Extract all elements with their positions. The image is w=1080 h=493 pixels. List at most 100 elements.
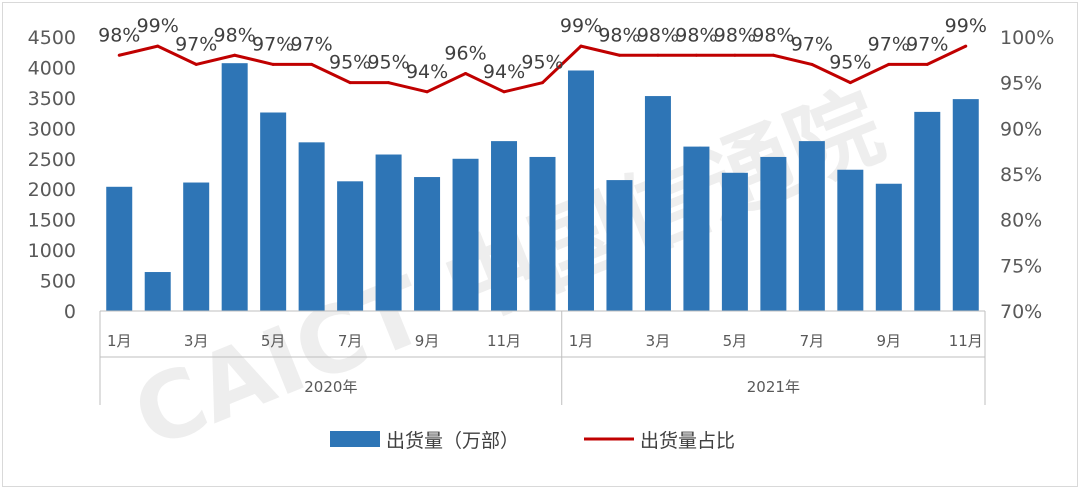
y-right-tick-label: 80%: [1000, 210, 1042, 232]
bar-14: [606, 180, 633, 311]
x-axis: 1月 3月 5月 7月 9月 11月 1月 3月 5月 7月 9月 11月 2020年 2021年: [99, 310, 986, 405]
x-tick-label: 1月: [107, 332, 132, 350]
share-data-label-8: 95%: [367, 52, 409, 74]
share-data-label-9: 94%: [406, 61, 448, 83]
group-label: 2020年: [304, 378, 357, 396]
share-data-label-11: 94%: [483, 61, 525, 83]
bar-4: [221, 63, 248, 311]
y-left-tick-label: 3000: [28, 118, 76, 140]
share-data-label-16: 98%: [675, 24, 717, 46]
bar-17: [721, 172, 748, 311]
y-left-tick-label: 4000: [28, 57, 76, 79]
share-data-label-22: 97%: [906, 33, 948, 55]
bar-series: [106, 63, 979, 312]
share-point-23: [964, 44, 968, 48]
group-label: 2021年: [747, 378, 800, 396]
bar-23: [952, 99, 979, 312]
y-left-tick-label: 500: [40, 271, 76, 293]
bar-22: [914, 111, 941, 311]
y-right-tick-label: 85%: [1000, 164, 1042, 186]
share-data-label-6: 97%: [291, 33, 333, 55]
bar-10: [452, 158, 479, 311]
share-point-10: [464, 72, 468, 76]
y-axis-left: 0 500 1000 1500 2000 2500 3000 3500 4000 4500: [28, 27, 76, 323]
share-point-18: [771, 53, 775, 57]
y-right-tick-label: 95%: [1000, 73, 1042, 95]
share-data-label-3: 97%: [175, 33, 217, 55]
bar-20: [837, 169, 864, 311]
bar-12: [529, 156, 556, 311]
y-right-tick-label: 70%: [1000, 301, 1042, 323]
share-point-7: [348, 81, 352, 85]
share-point-21: [887, 62, 891, 66]
bar-21: [875, 183, 902, 311]
line-series: 98%99%97%98%97%97%95%95%94%96%94%95%99%9…: [98, 15, 987, 94]
x-tick-label: 1月: [569, 332, 594, 350]
x-tick-label: 11月: [487, 332, 521, 350]
y-right-tick-label: 100%: [1000, 27, 1054, 49]
legend-bar-label: 出货量（万部）: [386, 430, 519, 452]
x-tick-label: 3月: [184, 332, 209, 350]
share-point-17: [733, 53, 737, 57]
legend-bar-swatch: [330, 431, 380, 447]
share-point-13: [579, 44, 583, 48]
share-point-9: [425, 90, 429, 94]
share-point-6: [310, 62, 314, 66]
bar-9: [414, 177, 441, 311]
bar-5: [260, 112, 287, 311]
share-point-5: [271, 62, 275, 66]
y-left-tick-label: 4500: [28, 27, 76, 49]
share-data-label-7: 95%: [329, 52, 371, 74]
share-data-label-13: 99%: [560, 15, 602, 37]
bar-3: [183, 182, 210, 311]
bar-7: [337, 181, 364, 311]
share-data-label-5: 97%: [252, 33, 294, 55]
share-point-15: [656, 53, 660, 57]
share-data-label-15: 98%: [637, 24, 679, 46]
x-tick-label: 5月: [723, 332, 748, 350]
share-data-label-17: 98%: [714, 24, 756, 46]
x-tick-label: 3月: [646, 332, 671, 350]
x-tick-label: 9月: [877, 332, 902, 350]
y-left-tick-label: 2000: [28, 179, 76, 201]
share-point-11: [502, 90, 506, 94]
share-point-2: [156, 44, 160, 48]
share-data-label-21: 97%: [868, 33, 910, 55]
share-point-8: [387, 81, 391, 85]
share-point-14: [617, 53, 621, 57]
share-point-16: [694, 53, 698, 57]
bar-8: [375, 154, 402, 311]
share-point-12: [541, 81, 544, 85]
bar-18: [760, 156, 787, 311]
y-right-tick-label: 90%: [1000, 118, 1042, 140]
legend: 出货量（万部） 出货量占比: [330, 430, 735, 452]
share-point-3: [194, 62, 198, 66]
share-data-label-2: 99%: [137, 15, 179, 37]
y-left-tick-label: 3500: [28, 88, 76, 110]
bar-16: [683, 146, 710, 311]
legend-line-label: 出货量占比: [640, 430, 735, 452]
bar-19: [798, 141, 825, 311]
bar-15: [644, 96, 671, 311]
y-axis-right: 70% 75% 80% 85% 90% 95% 100%: [1000, 27, 1054, 323]
bar-13: [567, 70, 594, 311]
share-data-label-23: 99%: [945, 15, 987, 37]
y-left-tick-label: 2500: [28, 149, 76, 171]
share-data-label-20: 95%: [829, 52, 871, 74]
y-right-tick-label: 75%: [1000, 255, 1042, 277]
bar-6: [298, 142, 325, 311]
share-point-1: [117, 53, 121, 57]
x-tick-label: 5月: [261, 332, 286, 350]
share-data-label-1: 98%: [98, 24, 140, 46]
share-data-label-19: 97%: [791, 33, 833, 55]
share-point-20: [848, 81, 852, 85]
y-left-tick-label: 1000: [28, 240, 76, 262]
share-data-label-14: 98%: [598, 24, 640, 46]
x-tick-label: 9月: [415, 332, 440, 350]
x-tick-label: 7月: [338, 332, 363, 350]
share-data-label-4: 98%: [214, 24, 256, 46]
share-data-label-10: 96%: [444, 43, 486, 65]
share-point-19: [810, 62, 814, 66]
